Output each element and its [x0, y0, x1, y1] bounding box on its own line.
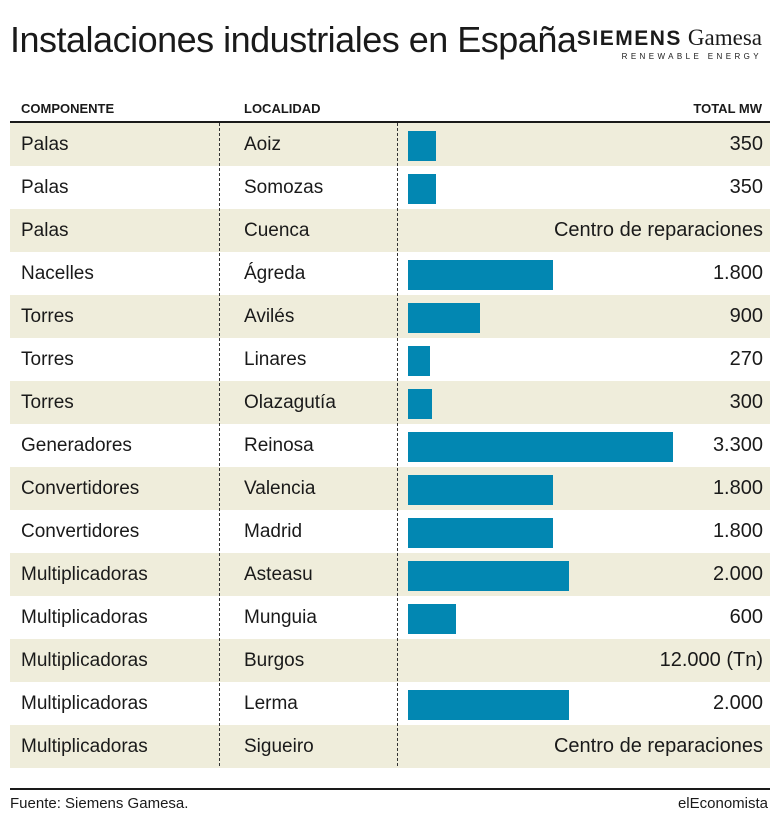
table-row: Palas Somozas 350: [10, 166, 770, 209]
bar-munguia: [408, 604, 456, 634]
value-label: Centro de reparaciones: [553, 219, 763, 241]
logo-name: Gamesa: [687, 25, 762, 50]
location-label: Burgos: [244, 650, 305, 671]
location-label: Madrid: [244, 521, 303, 542]
bar-ágreda: [408, 260, 553, 290]
component-label: Multiplicadoras: [21, 650, 148, 671]
location-label: Lerma: [244, 693, 298, 714]
component-label: Convertidores: [21, 478, 140, 499]
value-label: 270: [729, 348, 763, 370]
component-label: Multiplicadoras: [21, 564, 148, 585]
bar-linares: [408, 346, 430, 376]
table-row: Palas Aoiz 350: [10, 123, 770, 166]
table-row: Palas Cuenca Centro de reparaciones: [10, 209, 770, 252]
table-row: Multiplicadoras Sigueiro Centro de reparac…: [10, 725, 770, 768]
component-label: Palas: [21, 134, 69, 155]
location-label: Cuenca: [244, 220, 310, 241]
column-divider-1: [219, 123, 220, 766]
location-label: Munguia: [244, 607, 317, 628]
table-row: Multiplicadoras Asteasu 2.000: [10, 553, 770, 596]
value-label: 2.000: [712, 563, 763, 585]
table-row: Convertidores Madrid 1.800: [10, 510, 770, 553]
value-label: 350: [729, 176, 763, 198]
table-header: COMPONENTE LOCALIDAD TOTAL MW: [0, 98, 770, 120]
page-title: Instalaciones industriales en España: [10, 19, 577, 60]
component-label: Torres: [21, 392, 74, 413]
bar-reinosa: [408, 432, 673, 462]
source-note: Fuente: Siemens Gamesa.: [10, 795, 189, 812]
bar-somozas: [408, 174, 436, 204]
bar-madrid: [408, 518, 553, 548]
value-label: 300: [729, 391, 763, 413]
location-label: Somozas: [244, 177, 324, 198]
table-row: Torres Linares 270: [10, 338, 770, 381]
header-total: TOTAL MW: [693, 101, 762, 116]
table-row: Nacelles Ágreda 1.800: [10, 252, 770, 295]
component-label: Torres: [21, 306, 74, 327]
location-label: Ágreda: [244, 263, 306, 284]
component-label: Torres: [21, 349, 74, 370]
bar-lerma: [408, 690, 569, 720]
publisher-brand: elEconomista: [677, 795, 768, 812]
location-label: Asteasu: [244, 564, 313, 585]
table-row: Convertidores Valencia 1.800: [10, 467, 770, 510]
bar-olazagutía: [408, 389, 432, 419]
column-divider-2: [397, 123, 398, 766]
footer-rule: [10, 788, 770, 790]
location-label: Valencia: [244, 478, 316, 499]
location-label: Reinosa: [244, 435, 314, 456]
header-location: LOCALIDAD: [244, 101, 321, 116]
value-label: 1.800: [712, 477, 763, 499]
value-label: 350: [729, 133, 763, 155]
bar-asteasu: [408, 561, 569, 591]
table-body: Palas Aoiz 350 Palas Somozas 350 Palas Cuenca Ce…: [10, 123, 770, 768]
location-label: Avilés: [244, 306, 295, 327]
location-label: Olazagutía: [244, 392, 336, 413]
table-row: Multiplicadoras Burgos 12.000 (Tn): [10, 639, 770, 682]
component-label: Palas: [21, 220, 69, 241]
value-label: 1.800: [712, 262, 763, 284]
value-label: 12.000 (Tn): [659, 649, 763, 671]
header-rule: [10, 121, 770, 123]
component-label: Generadores: [21, 435, 132, 456]
table-row: Torres Avilés 900: [10, 295, 770, 338]
component-label: Multiplicadoras: [21, 607, 148, 628]
value-label: Centro de reparaciones: [553, 735, 763, 757]
logo-brand: SIEMENS: [576, 27, 682, 50]
location-label: Sigueiro: [244, 736, 314, 757]
component-label: Multiplicadoras: [21, 693, 148, 714]
bar-avilés: [408, 303, 480, 333]
value-label: 2.000: [712, 692, 763, 714]
logo-tagline: RENEWABLE ENERGY: [621, 52, 762, 61]
location-label: Aoiz: [244, 134, 281, 155]
component-label: Convertidores: [21, 521, 140, 542]
value-label: 900: [729, 305, 763, 327]
table-row: Multiplicadoras Munguia 600: [10, 596, 770, 639]
table-row: Torres Olazagutía 300: [10, 381, 770, 424]
location-label: Linares: [244, 349, 307, 370]
value-label: 600: [729, 606, 763, 628]
bar-valencia: [408, 475, 553, 505]
table-row: Generadores Reinosa 3.300: [10, 424, 770, 467]
siemens-gamesa-logo: SIEMENS Gamesa RENEWABLE ENERGY: [577, 26, 762, 62]
header-component: COMPONENTE: [21, 101, 115, 116]
component-label: Palas: [21, 177, 69, 198]
value-label: 1.800: [712, 520, 763, 542]
bar-aoiz: [408, 131, 436, 161]
component-label: Multiplicadoras: [21, 736, 148, 757]
component-label: Nacelles: [21, 263, 94, 284]
table-row: Multiplicadoras Lerma 2.000: [10, 682, 770, 725]
value-label: 3.300: [712, 434, 763, 456]
